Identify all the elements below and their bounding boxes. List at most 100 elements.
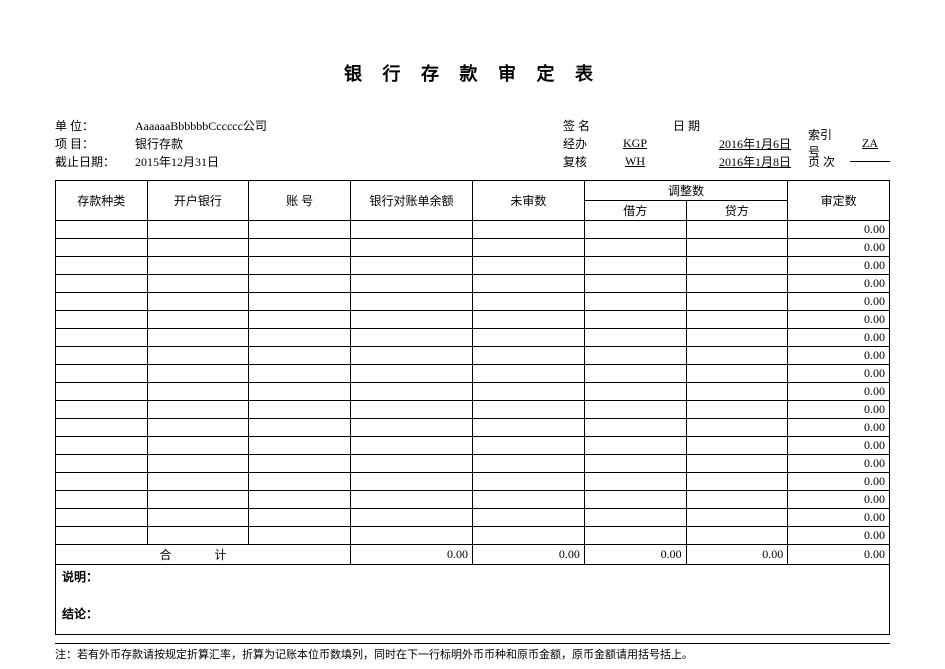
table-cell: [249, 347, 351, 365]
col-account: 账 号: [249, 181, 351, 221]
table-cell: 0.00: [788, 527, 890, 545]
table-cell: [350, 365, 472, 383]
table-cell: [472, 329, 584, 347]
col-type: 存款种类: [56, 181, 148, 221]
table-cell: [56, 383, 148, 401]
table-cell: [472, 401, 584, 419]
table-cell: [686, 293, 788, 311]
handler-value: KGP: [605, 136, 665, 151]
table-cell: 0.00: [788, 257, 890, 275]
table-cell: [249, 329, 351, 347]
table-cell: [472, 365, 584, 383]
handler-label: 经办: [555, 135, 605, 152]
table-cell: [147, 293, 249, 311]
table-cell: 0.00: [788, 401, 890, 419]
notes-box: 说明： 结论：: [55, 565, 890, 635]
table-cell: [686, 275, 788, 293]
table-cell: [147, 401, 249, 419]
table-cell: [56, 419, 148, 437]
table-row: 0.00: [56, 275, 890, 293]
table-cell: [350, 401, 472, 419]
table-cell: [249, 419, 351, 437]
page-title: 银 行 存 款 审 定 表: [55, 60, 890, 86]
total-cell: 0.00: [686, 545, 788, 565]
table-cell: [147, 383, 249, 401]
table-cell: [472, 257, 584, 275]
concl-label: 结论：: [62, 605, 883, 622]
table-cell: [56, 311, 148, 329]
table-cell: [249, 275, 351, 293]
table-row: 0.00: [56, 437, 890, 455]
table-cell: [350, 347, 472, 365]
table-cell: [147, 455, 249, 473]
table-cell: [472, 491, 584, 509]
col-bank: 开户银行: [147, 181, 249, 221]
table-cell: [147, 491, 249, 509]
table-cell: 0.00: [788, 275, 890, 293]
table-cell: [249, 527, 351, 545]
table-row: 0.00: [56, 257, 890, 275]
table-cell: 0.00: [788, 239, 890, 257]
table-cell: 0.00: [788, 347, 890, 365]
table-cell: [350, 383, 472, 401]
main-table: 存款种类 开户银行 账 号 银行对账单余额 未审数 调整数 审定数 借方 贷方 …: [55, 180, 890, 565]
table-cell: [472, 221, 584, 239]
table-cell: [350, 329, 472, 347]
table-cell: [56, 293, 148, 311]
table-cell: [472, 239, 584, 257]
table-cell: [249, 365, 351, 383]
table-cell: [472, 347, 584, 365]
table-cell: [584, 365, 686, 383]
table-cell: 0.00: [788, 221, 890, 239]
table-cell: [584, 383, 686, 401]
table-cell: [56, 437, 148, 455]
col-balance: 银行对账单余额: [350, 181, 472, 221]
table-cell: [147, 329, 249, 347]
table-cell: [56, 509, 148, 527]
project-value: 银行存款: [115, 135, 183, 152]
table-cell: [147, 221, 249, 239]
table-cell: 0.00: [788, 311, 890, 329]
table-cell: [472, 527, 584, 545]
table-cell: [584, 509, 686, 527]
table-cell: [350, 275, 472, 293]
cutoff-label: 截止日期：: [55, 153, 115, 170]
table-cell: 0.00: [788, 509, 890, 527]
table-cell: 0.00: [788, 329, 890, 347]
page-label: 页 次: [800, 153, 850, 170]
table-cell: [584, 527, 686, 545]
table-cell: [56, 455, 148, 473]
date-label: 日 期: [665, 117, 710, 134]
table-cell: [56, 221, 148, 239]
table-cell: [584, 437, 686, 455]
table-cell: [350, 437, 472, 455]
table-cell: [686, 383, 788, 401]
table-cell: [249, 383, 351, 401]
col-credit: 贷方: [686, 201, 788, 221]
table-row: 0.00: [56, 329, 890, 347]
table-cell: [249, 311, 351, 329]
table-cell: [350, 455, 472, 473]
table-row: 0.00: [56, 383, 890, 401]
table-row: 0.00: [56, 347, 890, 365]
total-cell: 0.00: [350, 545, 472, 565]
total-cell: 0.00: [788, 545, 890, 565]
reviewer-label: 复核: [555, 153, 605, 170]
table-cell: [56, 347, 148, 365]
total-label: 合 计: [56, 545, 351, 565]
table-cell: [147, 473, 249, 491]
table-cell: [147, 347, 249, 365]
table-row: 0.00: [56, 509, 890, 527]
table-cell: [686, 329, 788, 347]
table-cell: [686, 239, 788, 257]
col-adjust: 调整数: [584, 181, 787, 201]
table-cell: [472, 455, 584, 473]
reviewer-date: 2016年1月8日: [710, 153, 800, 170]
table-cell: [686, 473, 788, 491]
table-cell: [56, 473, 148, 491]
table-cell: 0.00: [788, 437, 890, 455]
unit-value: AaaaaaBbbbbbCccccc公司: [115, 117, 267, 134]
table-cell: [56, 239, 148, 257]
table-row: 0.00: [56, 419, 890, 437]
project-label: 项 目：: [55, 135, 115, 152]
